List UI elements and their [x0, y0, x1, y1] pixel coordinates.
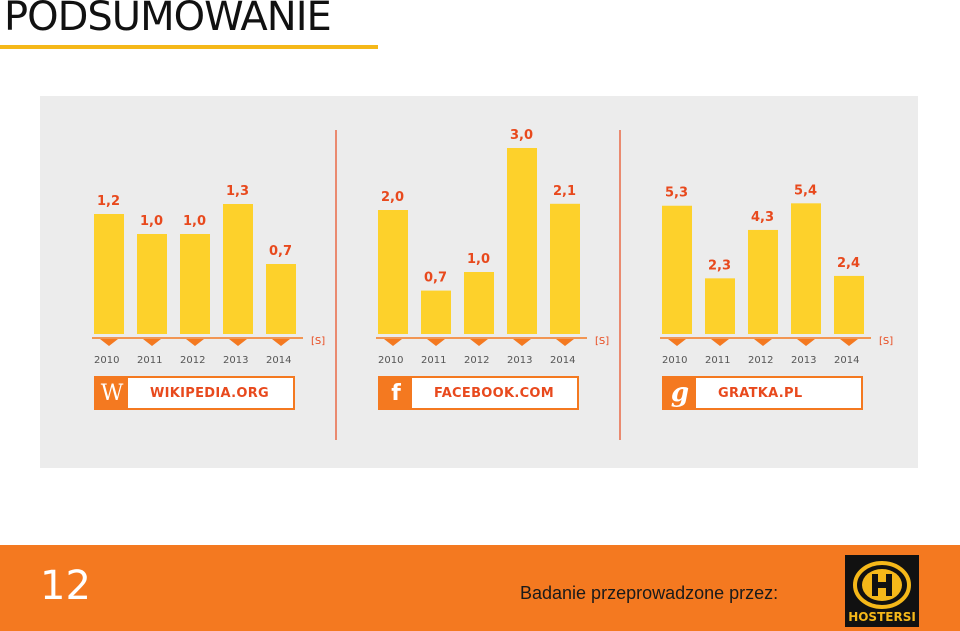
- footer-bar: 12 Badanie przeprowadzone przez: HOSTERS…: [0, 545, 960, 631]
- year-marker: [143, 339, 161, 346]
- bar: [705, 278, 735, 334]
- year-tick-label: 2012: [180, 355, 205, 366]
- bar-value-label: 1,3: [226, 184, 249, 199]
- year-tick-label: 2010: [94, 355, 119, 366]
- site-box-facebook[interactable]: f FACEBOOK.COM: [378, 376, 579, 410]
- chart-panel: 1,2 2010 1,0 2011 1,0 2012 1,3 2013 0,7 2014 [S] 2,…: [40, 96, 918, 468]
- year-tick-label: 2013: [791, 355, 816, 366]
- bar: [791, 203, 821, 334]
- bar-value-label: 0,7: [269, 244, 292, 259]
- year-tick-label: 2014: [550, 355, 575, 366]
- title-underline: [0, 45, 378, 49]
- bar-value-label: 2,1: [553, 184, 576, 199]
- year-tick-label: 2014: [266, 355, 291, 366]
- bar-value-label: 2,0: [381, 190, 404, 205]
- bar: [266, 264, 296, 334]
- hostersi-wordmark: HOSTERSI: [848, 610, 916, 624]
- site-box-gratka[interactable]: g GRATKA.PL: [662, 376, 863, 410]
- page-title: PODSUMOWANIE: [4, 0, 332, 40]
- unit-label: [S]: [595, 336, 609, 347]
- bar-value-label: 1,0: [140, 214, 163, 229]
- bar: [223, 204, 253, 334]
- year-tick-label: 2012: [748, 355, 773, 366]
- facebook-icon: f: [380, 378, 412, 408]
- bar: [834, 275, 864, 334]
- bar: [507, 148, 537, 334]
- chart-0: 1,2 2010 1,0 2011 1,0 2012 1,3 2013 0,7 2014 [S]: [92, 184, 325, 366]
- year-tick-label: 2011: [705, 355, 730, 366]
- year-tick-label: 2013: [223, 355, 248, 366]
- chart-2: 5,3 2010 2,3 2011 4,3 2012 5,4 2013 2,4 2014 [S]: [660, 183, 893, 366]
- unit-label: [S]: [879, 336, 893, 347]
- chart-1: 2,0 2010 0,7 2011 1,0 2012 3,0 2013 2,1 2014 [S]: [376, 128, 609, 366]
- year-marker: [797, 339, 815, 346]
- year-marker: [272, 339, 290, 346]
- year-tick-label: 2013: [507, 355, 532, 366]
- bar: [748, 229, 778, 334]
- year-marker: [100, 339, 118, 346]
- year-marker: [840, 339, 858, 346]
- year-marker: [668, 339, 686, 346]
- year-marker: [186, 339, 204, 346]
- hostersi-logo-mark: HOSTERSI: [848, 561, 916, 624]
- site-name-gratka: GRATKA.PL: [718, 385, 803, 401]
- bar: [662, 205, 692, 334]
- year-marker: [384, 339, 402, 346]
- bar-value-label: 1,0: [183, 214, 206, 229]
- year-tick-label: 2014: [834, 355, 859, 366]
- bar: [180, 234, 210, 334]
- year-marker: [556, 339, 574, 346]
- year-tick-label: 2010: [378, 355, 403, 366]
- year-marker: [513, 339, 531, 346]
- year-tick-label: 2012: [464, 355, 489, 366]
- bar: [94, 214, 124, 334]
- bar: [421, 290, 451, 334]
- wikipedia-icon: W: [96, 378, 128, 408]
- bar-value-label: 1,0: [467, 252, 490, 267]
- bar: [464, 272, 494, 334]
- year-marker: [711, 339, 729, 346]
- year-marker: [427, 339, 445, 346]
- hostersi-logo: HOSTERSI: [845, 555, 919, 627]
- year-marker: [754, 339, 772, 346]
- unit-label: [S]: [311, 336, 325, 347]
- bar-value-label: 2,4: [837, 256, 860, 271]
- year-tick-label: 2011: [137, 355, 162, 366]
- bar-value-label: 5,4: [794, 183, 817, 198]
- page-number: 12: [40, 563, 91, 609]
- bar: [550, 203, 580, 334]
- year-marker: [229, 339, 247, 346]
- gratka-icon: g: [664, 378, 696, 408]
- bar: [137, 234, 167, 334]
- bar-value-label: 4,3: [751, 210, 774, 225]
- bar-value-label: 0,7: [424, 271, 447, 286]
- site-box-wikipedia[interactable]: W WIKIPEDIA.ORG: [94, 376, 295, 410]
- year-tick-label: 2011: [421, 355, 446, 366]
- year-marker: [470, 339, 488, 346]
- bar-value-label: 3,0: [510, 128, 533, 143]
- bar-value-label: 1,2: [97, 194, 120, 209]
- bar-value-label: 2,3: [708, 258, 731, 273]
- site-name-facebook: FACEBOOK.COM: [434, 385, 555, 401]
- site-name-wikipedia: WIKIPEDIA.ORG: [150, 385, 269, 401]
- charts-svg: 1,220101,020111,020121,320130,72014[S]2,…: [92, 128, 893, 440]
- footer-text: Badanie przeprowadzone przez:: [520, 583, 779, 603]
- year-tick-label: 2010: [662, 355, 687, 366]
- bar-value-label: 5,3: [665, 186, 688, 201]
- bar: [378, 210, 408, 334]
